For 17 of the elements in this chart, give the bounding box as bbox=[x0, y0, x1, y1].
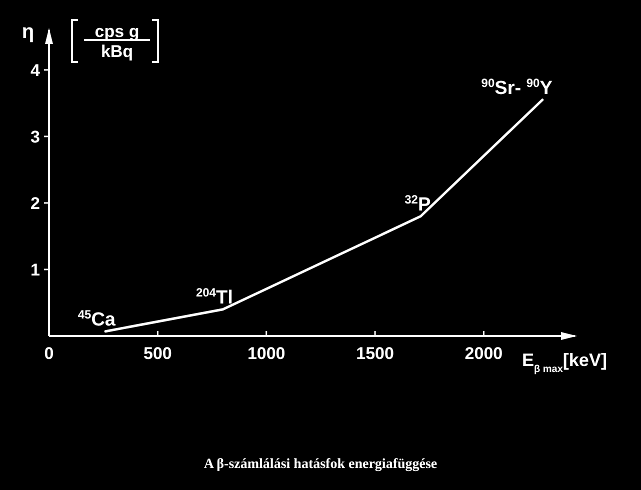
x-tick-label: 0 bbox=[44, 344, 54, 363]
text: A β-számlálási hatásfok energiafüggése bbox=[204, 457, 438, 472]
annotation: $^{90}$Sr- $^{90}$Y bbox=[481, 76, 553, 99]
x-tick-label: 1000 bbox=[247, 344, 286, 363]
y-tick-label: 4 bbox=[30, 60, 41, 80]
annotation: $^{32}$P bbox=[404, 192, 431, 216]
x-tick-label: 500 bbox=[143, 344, 172, 363]
x-tick-label: 2000 bbox=[464, 344, 503, 363]
x-tick-label: 1500 bbox=[356, 344, 394, 363]
y-axis-title: η bbox=[22, 21, 34, 43]
y-tick-label: 1 bbox=[30, 260, 40, 280]
annotation: $^{204}$Tl bbox=[196, 285, 233, 308]
annotation: $^{45}$Ca bbox=[78, 307, 116, 330]
y-tick-label: 2 bbox=[30, 194, 40, 213]
x-axis-title: E$_{β max}$[keV] bbox=[522, 350, 607, 374]
y-tick-label: 3 bbox=[30, 127, 40, 146]
annotation: kBq bbox=[100, 42, 134, 61]
